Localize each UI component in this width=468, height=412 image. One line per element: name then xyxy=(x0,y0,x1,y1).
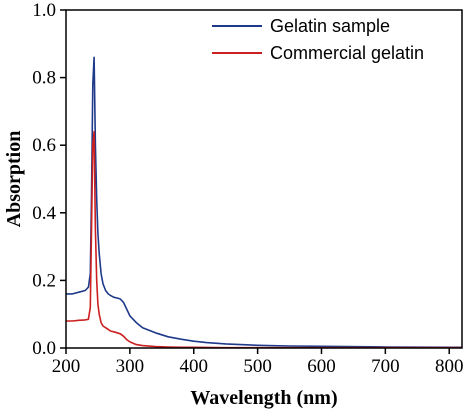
x-tick-label: 500 xyxy=(243,356,272,377)
x-axis-title: Wavelength (nm) xyxy=(190,387,337,409)
y-axis-title: Absorption xyxy=(3,131,25,228)
x-tick-label: 700 xyxy=(371,356,400,377)
x-tick-label: 300 xyxy=(116,356,145,377)
y-tick-label: 0.8 xyxy=(32,68,56,89)
legend: Gelatin sample Commercial gelatin xyxy=(212,16,424,63)
x-tick-label: 200 xyxy=(52,356,81,377)
plot-lines xyxy=(66,56,462,349)
legend-label: Gelatin sample xyxy=(270,16,390,36)
x-tick-label: 600 xyxy=(307,356,336,377)
y-tick-label: 0.2 xyxy=(32,270,56,291)
x-tick-label: 800 xyxy=(435,356,464,377)
y-tick-label: 0.6 xyxy=(32,135,56,156)
y-axis-ticks: 0.0 0.2 0.4 0.6 0.8 1.0 xyxy=(32,0,66,359)
plot-frame xyxy=(65,9,463,349)
y-tick-label: 0.0 xyxy=(32,338,56,359)
y-tick-label: 1.0 xyxy=(32,0,56,21)
y-tick-label: 0.4 xyxy=(32,203,56,224)
legend-label: Commercial gelatin xyxy=(270,43,424,63)
x-tick-label: 400 xyxy=(179,356,208,377)
series-line-commercial-gelatin xyxy=(66,130,462,349)
x-axis-ticks: 200 300 400 500 600 700 800 xyxy=(52,348,464,377)
series-line-gelatin-sample xyxy=(66,56,462,349)
